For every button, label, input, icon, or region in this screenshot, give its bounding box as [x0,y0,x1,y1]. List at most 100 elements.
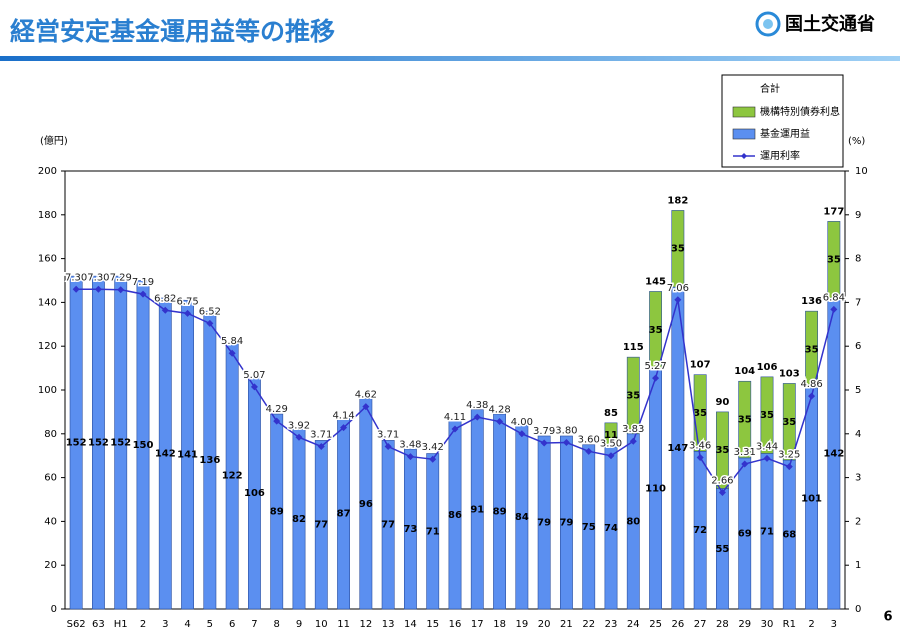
bar-value-label: 77 [381,520,395,531]
bar-segment [359,398,373,610]
x-tick-label: 11 [337,619,350,630]
rate-label: 6.82 [154,293,176,304]
x-tick-label: 19 [515,619,528,630]
rate-label: 3.48 [399,440,421,451]
rate-label: 7.30 [65,272,87,283]
legend-swatch [732,128,756,140]
rate-point [741,460,749,468]
bar-segment [604,422,618,448]
y2-tick-label: 10 [855,166,868,177]
bar-value-label: 141 [177,450,198,461]
y2-axis-label: (%) [848,136,865,147]
bar-value-label: 35 [760,410,774,421]
rate-point [607,452,615,460]
rate-label: 6.52 [199,306,221,317]
bar-value-label: 68 [782,530,796,541]
total-label: 115 [623,342,644,353]
bar-segment [381,440,395,610]
y2-tick-label: 8 [855,254,861,265]
rate-point [540,439,548,447]
bar-value-label: 91 [470,504,484,515]
x-tick-label: 21 [560,619,573,630]
bar-value-label: 79 [537,517,551,528]
bar-segment [248,376,261,610]
y-tick-label: 0 [51,604,57,615]
bar-segment [203,310,217,610]
x-tick-label: 5 [207,619,213,630]
bar-value-label: 142 [823,449,844,460]
bar-value-label: 35 [738,415,752,426]
bar-value-label: 106 [244,488,265,499]
bar-segment [114,275,128,610]
bar-segment [738,380,752,459]
x-tick-label: 16 [449,619,462,630]
bar-value-label: 75 [582,522,596,533]
x-tick-label: 14 [404,619,417,630]
bar-segment [649,291,663,369]
total-label: 90 [715,397,729,408]
bar-value-label: 136 [199,455,220,466]
rate-label: 4.86 [800,379,822,390]
total-label: 145 [645,276,666,287]
y2-tick-label: 0 [855,604,861,615]
bar-value-label: 55 [715,544,729,555]
bar-segment [626,356,640,435]
bar-value-label: 87 [337,509,351,520]
rate-point [317,443,325,451]
bar-value-label: 82 [292,514,306,525]
y-tick-label: 120 [38,341,57,352]
bar-segment [470,409,484,610]
x-tick-label: 6 [229,619,235,630]
bar-value-label: 71 [426,526,440,537]
bar-value-label: 35 [671,244,685,255]
total-label: 136 [801,296,822,307]
bar-value-label: 35 [626,390,640,401]
rate-point [340,424,348,432]
x-tick-label: 3 [831,619,837,630]
rate-label: 4.14 [332,411,354,422]
rate-label: 7.30 [87,272,109,283]
x-tick-label: 3 [162,619,168,630]
total-label: 177 [823,206,844,217]
bar-value-label: 35 [715,445,729,456]
total-label: 182 [667,195,688,206]
rate-point [518,430,526,438]
rate-point [451,425,459,433]
bar-segment [760,376,774,454]
y-axis-label: (億円) [40,134,68,147]
legend-swatch-point [741,153,747,159]
total-label: 103 [779,368,800,379]
header-band [0,56,900,61]
x-tick-label: 17 [471,619,484,630]
rate-label: 3.42 [422,442,444,453]
bar-value-label: 35 [827,255,841,266]
x-tick-label: 12 [359,619,372,630]
x-tick-label: 27 [694,619,707,630]
bar-segment [582,444,596,610]
x-tick-label: 2 [808,619,814,630]
rate-label: 3.71 [310,430,332,441]
bar-segment [337,418,351,610]
rate-point [785,463,793,471]
bar-segment [92,275,105,610]
bar-value-label: 74 [604,523,618,534]
bar-value-label: 11 [604,430,618,441]
rate-label: 3.80 [555,426,577,437]
bar-segment [493,413,507,610]
bar-value-label: 152 [110,438,131,449]
rate-label: 5.84 [221,336,243,347]
x-tick-label: 30 [761,619,774,630]
legend-total: 合計 [760,82,780,95]
rate-point [94,285,102,293]
bar-value-label: 71 [760,526,774,537]
rate-label: 4.00 [511,417,533,428]
bar-value-label: 86 [448,510,462,521]
rate-label: 7.29 [110,273,132,284]
rate-label: 4.29 [266,404,288,415]
rate-point [384,443,392,451]
x-tick-label: 26 [671,619,684,630]
bar-value-label: 89 [270,507,284,518]
bar-value-label: 110 [645,484,666,495]
x-tick-label: 18 [493,619,506,630]
